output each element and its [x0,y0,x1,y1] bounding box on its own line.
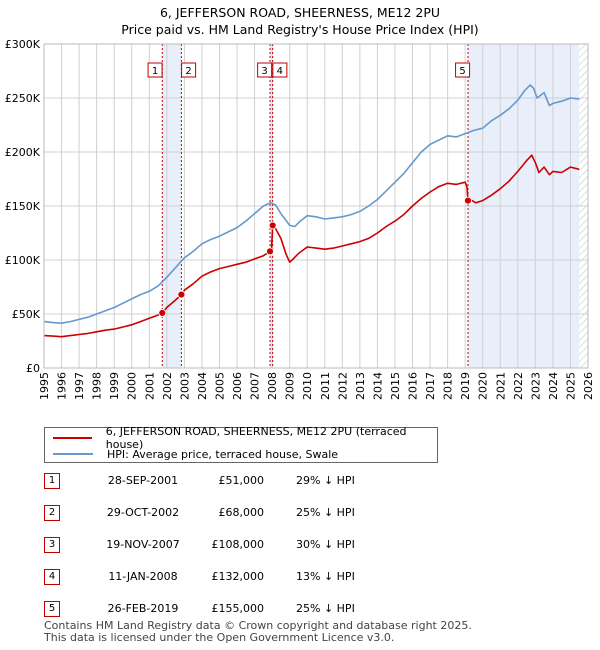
x-tick-label: 2026 [582,372,595,400]
legend-item-hpi: HPI: Average price, terraced house, Swal… [53,446,338,462]
footer: Contains HM Land Registry data © Crown c… [44,620,472,644]
sale-row-2: 2 29-OCT-2002 £68,000 25% ↓ HPI [44,505,564,523]
y-tick-label: £100K [5,254,41,267]
sale-row-3: 3 19-NOV-2007 £108,000 30% ↓ HPI [44,537,564,555]
x-tick-label: 2003 [178,372,191,400]
sale-number-box [257,62,273,78]
y-tick-label: £50K [12,308,41,321]
license-line: This data is licensed under the Open Gov… [44,631,395,644]
sale-price: £68,000 [218,506,265,519]
legend: 6, JEFFERSON ROAD, SHEERNESS, ME12 2PU (… [44,425,438,463]
sale-price: £155,000 [211,602,265,615]
x-tick-label: 2015 [389,372,402,400]
x-tick-label: 2004 [196,372,209,400]
sale-price: £51,000 [218,474,265,487]
x-tick-label: 2002 [161,372,174,400]
sale-hpi-diff: 25% ↓ HPI [296,602,355,615]
sale-number-box [455,62,471,78]
x-tick-label: 2016 [407,372,420,400]
x-tick-label: 2001 [143,372,156,400]
x-tick-label: 2013 [354,372,367,400]
legend-label-property: 6, JEFFERSON ROAD, SHEERNESS, ME12 2PU (… [105,425,407,451]
sale-hpi-diff: 25% ↓ HPI [296,506,355,519]
x-tick-label: 2017 [424,372,437,400]
x-tick-label: 2021 [494,372,507,400]
legend-item-property: 6, JEFFERSON ROAD, SHEERNESS, ME12 2PU (… [53,425,437,451]
x-tick-label: 2024 [547,372,560,400]
sale-number-box [147,62,163,78]
x-tick-label: 2018 [442,372,455,400]
sale-number-badge: 2 [44,505,60,521]
sale-point [266,247,274,256]
x-tick-label: 1999 [108,372,121,400]
sale-price: £108,000 [211,538,265,551]
y-tick-label: £300K [5,38,41,51]
sale-number-label: 4 [277,66,283,77]
sale-row-5: 5 26-FEB-2019 £155,000 25% ↓ HPI [44,601,564,619]
sale-number-badge: 4 [44,569,60,585]
sale-number-label: 3 [261,66,267,77]
sale-hpi-diff: 30% ↓ HPI [296,538,355,551]
legend-swatch-hpi [53,453,93,455]
chart-title: 6, JEFFERSON ROAD, SHEERNESS, ME12 2PU P… [0,4,600,38]
sale-date: 19-NOV-2007 [106,538,180,551]
x-tick-label: 1996 [56,372,69,400]
sale-date: 26-FEB-2019 [107,602,179,615]
sale-point [177,290,186,299]
y-tick-label: £0 [26,362,40,375]
x-tick-label: 2022 [512,372,525,400]
x-tick-label: 2010 [301,372,314,400]
y-tick-label: £150K [5,200,41,213]
x-tick-label: 2009 [284,372,297,400]
sale-date: 28-SEP-2001 [107,474,179,487]
sale-date: 29-OCT-2002 [106,506,180,519]
hpi-line [43,84,580,325]
legend-label-hpi: HPI: Average price, terraced house, Swal… [107,447,339,461]
x-tick-label: 1995 [38,372,51,400]
sale-hpi-diff: 29% ↓ HPI [296,474,355,487]
sale-point [268,221,277,230]
sale-number-badge: 1 [44,473,60,489]
x-tick-label: 2025 [564,372,577,400]
sale-number-box [181,62,197,78]
sale-number-label: 1 [152,66,158,77]
sale-number-badge: 3 [44,537,60,553]
x-tick-label: 2014 [371,372,384,400]
sale-row-1: 1 28-SEP-2001 £51,000 29% ↓ HPI [44,473,564,491]
x-tick-label: 2011 [319,372,332,400]
property-price-line [43,154,580,338]
x-tick-label: 2006 [231,372,244,400]
title-text: 6, JEFFERSON ROAD, SHEERNESS, ME12 2PU [159,5,441,20]
x-tick-label: 2019 [459,372,472,400]
sale-number-badge: 5 [44,601,60,617]
x-tick-label: 2020 [477,372,490,400]
sale-number-label: 5 [459,66,465,77]
sale-number-box [272,62,288,78]
x-tick-label: 2012 [336,372,349,400]
x-tick-label: 2007 [249,372,262,400]
x-tick-label: 1998 [91,372,104,400]
x-tick-label: 2023 [529,372,542,400]
x-tick-label: 2005 [213,372,226,400]
plot-frame [43,43,589,369]
sale-point [464,196,472,205]
sale-row-4: 4 11-JAN-2008 £132,000 13% ↓ HPI [44,569,564,587]
x-tick-label: 2000 [126,372,139,400]
y-tick-label: £200K [5,146,41,159]
legend-swatch-property [53,437,92,439]
sale-number-label: 2 [185,66,191,77]
sale-date: 11-JAN-2008 [108,570,178,583]
copyright-line: Contains HM Land Registry data © Crown c… [44,619,472,632]
sale-hpi-diff: 13% ↓ HPI [296,570,355,583]
y-tick-label: £250K [5,92,41,105]
subtitle-text: Price paid vs. HM Land Registry's House … [121,22,479,37]
sale-point [158,309,167,317]
sale-price: £132,000 [211,570,265,583]
x-tick-label: 2008 [266,372,279,400]
x-tick-label: 1997 [73,372,86,400]
